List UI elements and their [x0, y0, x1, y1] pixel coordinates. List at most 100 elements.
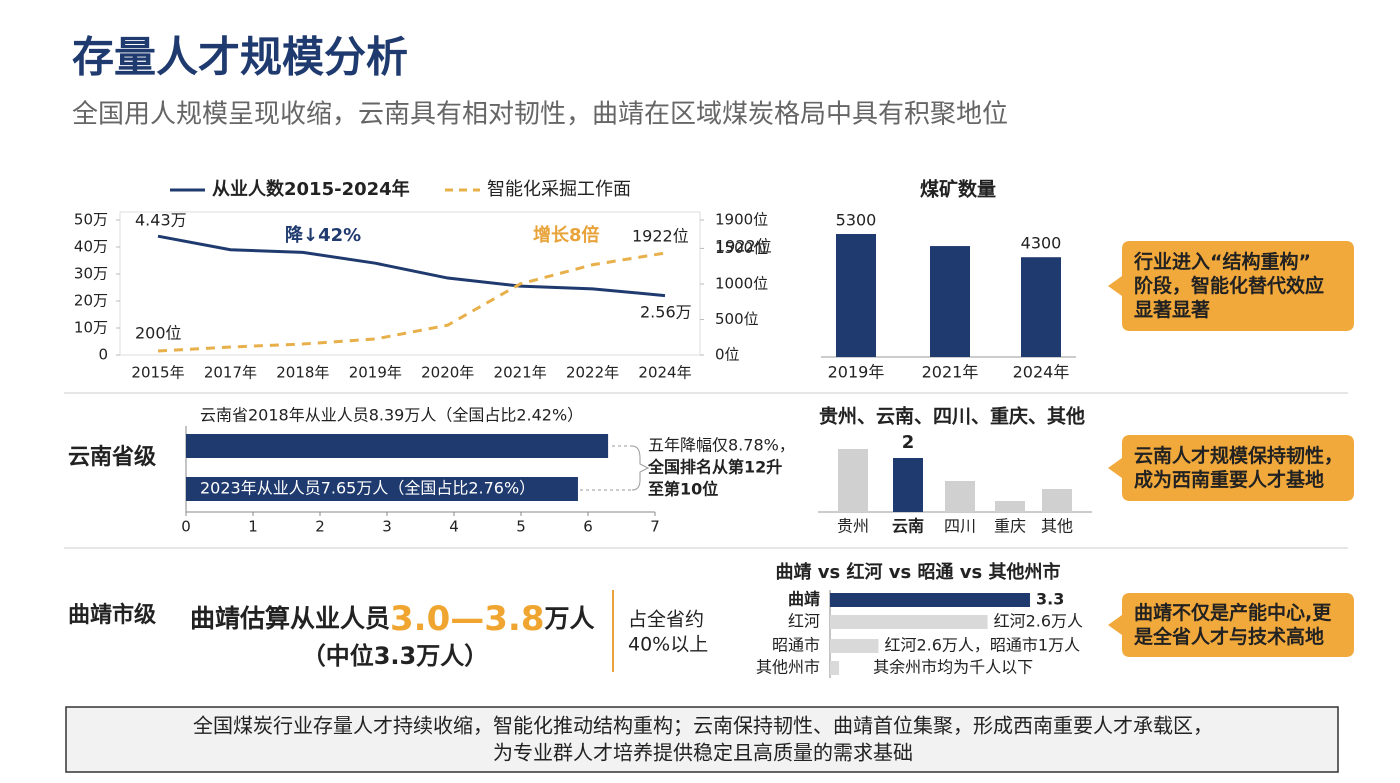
x-tick-label: 重庆 — [994, 517, 1026, 536]
x-tick-label: 2022年 — [566, 364, 619, 382]
row-label: 曲靖市级 — [68, 602, 156, 628]
y2-tick-label: 500位 — [715, 310, 759, 328]
y-tick-label: 40万 — [74, 238, 108, 256]
bar-note: 红河2.6万人，昭通市1万人 — [884, 636, 1080, 655]
series-line — [157, 251, 666, 353]
value-label: 3.3 — [1036, 590, 1064, 609]
bar — [945, 481, 975, 512]
y-tick-label: 其他州市 — [756, 658, 820, 677]
callout-box — [1108, 435, 1354, 501]
bar — [836, 234, 876, 357]
callout-text: 行业进入“结构重构”阶段，智能化替代效应显著显著 — [1133, 250, 1324, 321]
bar — [186, 477, 578, 501]
bar — [930, 246, 970, 357]
x-tick-label: 2024年 — [1013, 363, 1070, 382]
bar — [995, 501, 1025, 512]
x-tick-label: 2017年 — [204, 364, 257, 382]
y-tick-label: 20万 — [74, 292, 108, 310]
y2-tick-label: 0位 — [715, 346, 740, 364]
estimate-unit: 万人 — [544, 604, 594, 633]
y-tick-label: 30万 — [74, 265, 108, 283]
annotation: 1922位 — [715, 237, 772, 256]
x-tick-label: 2024年 — [638, 364, 691, 382]
title: 存量人才规模分析 — [72, 33, 408, 82]
value-label: 4300 — [1021, 234, 1062, 253]
x-tick-label: 2019年 — [349, 364, 402, 382]
bar-note: 红河2.6万人 — [994, 612, 1083, 631]
bar — [838, 449, 868, 512]
annotation: 200位 — [135, 324, 182, 343]
median: （中位3.3万人） — [302, 642, 489, 670]
x-tick-label: 2021年 — [494, 364, 547, 382]
bar — [186, 434, 609, 458]
legend-label: 从业人数2015-2024年 — [212, 178, 410, 200]
legend-label: 智能化采掘工作面 — [487, 179, 631, 200]
share: 占全省约 — [628, 609, 704, 631]
y-tick-label: 红河 — [788, 612, 820, 631]
annotation: 降↓42% — [285, 224, 361, 246]
callout-box — [1108, 593, 1354, 657]
x-tick-label: 6 — [583, 518, 593, 536]
series-line — [157, 234, 666, 298]
y-tick-label: 10万 — [74, 319, 108, 337]
x-tick-label: 2020年 — [421, 364, 474, 382]
annotation: 2 — [902, 432, 915, 453]
x-tick-label: 0 — [181, 518, 191, 536]
annotation: 1922位 — [632, 227, 689, 246]
x-tick-label: 2019年 — [828, 363, 885, 382]
x-tick-label: 云南 — [892, 517, 924, 536]
x-tick-label: 3 — [382, 518, 392, 536]
row-label: 云南省级 — [68, 444, 156, 470]
annotation: 2.56万 — [640, 303, 692, 322]
x-tick-label: 5 — [516, 518, 526, 536]
note: 全国排名从第12升 — [647, 458, 782, 477]
bar-label: 2023年从业人员7.65万人（全国占比2.76%） — [200, 479, 535, 498]
y-tick-label: 昭通市 — [772, 636, 820, 655]
note: 至第10位 — [648, 480, 718, 499]
value-label: 5300 — [836, 211, 877, 230]
x-tick-label: 四川 — [944, 517, 976, 536]
y2-tick-label: 1900位 — [715, 211, 768, 229]
y-tick-label: 0 — [98, 346, 108, 364]
x-tick-label: 2018年 — [276, 364, 329, 382]
bar-note: 其余州市均为千人以下 — [873, 658, 1033, 677]
callout-text: 云南人才规模保持韧性，成为西南重要人才基地 — [1134, 444, 1343, 491]
summary-box — [65, 706, 1339, 773]
x-tick-label: 贵州 — [837, 517, 869, 536]
bar — [830, 593, 1030, 607]
x-tick-label: 7 — [650, 518, 660, 536]
bracket — [631, 445, 650, 491]
summary-line: 全国煤炭行业存量人才持续收缩，智能化推动结构重构；云南保持韧性、曲靖首位集聚，形… — [193, 714, 1213, 738]
callout-box — [1108, 241, 1354, 331]
x-tick-label: 2015年 — [131, 364, 184, 382]
y2-tick-label: 1500位 — [715, 239, 768, 257]
x-tick-label: 2 — [315, 518, 325, 536]
estimate-prefix: 曲靖估算从业人员 — [190, 604, 390, 633]
note: 五年降幅仅8.78%， — [648, 436, 795, 455]
callout-text: 曲靖不仅是产能中心,更是全省人才与技术高地 — [1134, 601, 1332, 648]
chart-title: 煤矿数量 — [920, 178, 996, 201]
bar — [1021, 257, 1061, 357]
bar — [830, 639, 879, 653]
x-tick-label: 4 — [449, 518, 459, 536]
chart-title: 曲靖 vs 红河 vs 昭通 vs 其他州市 — [776, 561, 1061, 583]
estimate-range: 3.0—3.8 — [390, 599, 544, 639]
annotation: 4.43万 — [135, 211, 187, 230]
annotation: 增长8倍 — [533, 224, 600, 246]
y2-tick-label: 1000位 — [715, 274, 768, 292]
bar-label: 云南省2018年从业人员8.39万人（全国占比2.42%） — [200, 406, 583, 425]
summary-line: 为专业群人才培养提供稳定且高质量的需求基础 — [493, 741, 913, 765]
bar — [1042, 489, 1072, 512]
bar — [830, 661, 840, 675]
share: 40%以上 — [628, 634, 708, 656]
x-tick-label: 其他 — [1041, 517, 1073, 536]
x-tick-label: 2021年 — [922, 363, 979, 382]
bar — [830, 615, 988, 629]
subtitle: 全国用人规模呈现收缩，云南具有相对韧性，曲靖在区域煤炭格局中具有积聚地位 — [72, 100, 1008, 130]
bar — [893, 458, 923, 512]
chart-title: 贵州、云南、四川、重庆、其他 — [819, 405, 1085, 428]
y-tick-label: 50万 — [74, 211, 108, 229]
plot-frame — [119, 211, 701, 356]
y-tick-label: 曲靖 — [788, 590, 820, 609]
